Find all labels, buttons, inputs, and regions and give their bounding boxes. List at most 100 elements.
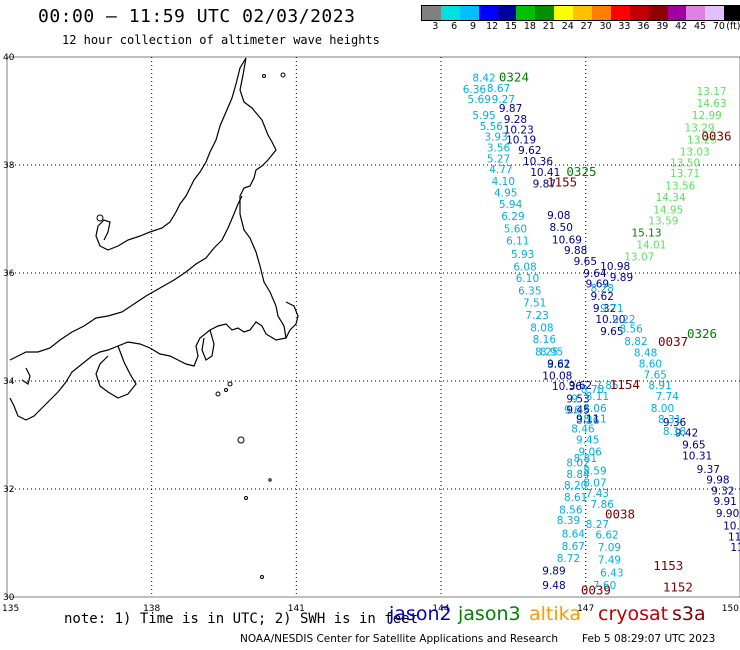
swh-label: 8.39 bbox=[557, 515, 580, 527]
swh-label: 9.88 bbox=[564, 245, 587, 257]
color-scale-label: (ft) bbox=[726, 21, 740, 32]
swh-label: 13.56 bbox=[665, 180, 695, 192]
time-tags: 0324032503260320036115500371154003811530… bbox=[499, 69, 732, 597]
swh-label: 4.77 bbox=[489, 164, 512, 176]
swh-label: 9.87 bbox=[499, 103, 522, 115]
island bbox=[215, 391, 221, 397]
legend-jason3: jason3 bbox=[458, 603, 521, 625]
swh-label: 5.56 bbox=[480, 121, 504, 133]
swh-label: 5.95 bbox=[472, 110, 495, 122]
swh-label: 13.03 bbox=[680, 146, 710, 158]
island bbox=[262, 74, 266, 78]
swh-label: 10.36 bbox=[523, 156, 553, 168]
swh-label: 13.59 bbox=[648, 215, 678, 227]
time-tag: 0039 bbox=[581, 582, 611, 597]
swh-label: 13.71 bbox=[670, 168, 700, 180]
swh-label: 7.09 bbox=[598, 542, 621, 554]
island bbox=[280, 72, 286, 78]
track-jason2-c: 10.989.899.369.429.6510.319.379.989.329.… bbox=[600, 261, 740, 554]
track-jason2-a: 8.428.676.365.69 9.27 5.955.563.933.565.27… bbox=[463, 72, 571, 371]
lat-tick-label: 32 bbox=[3, 485, 14, 495]
swh-label: 8.67 bbox=[562, 541, 585, 553]
swh-label: 10.23 bbox=[504, 125, 534, 137]
swh-label: 8.27 bbox=[586, 519, 609, 531]
swh-label: 8.36 bbox=[576, 415, 600, 427]
swh-label: 8.48 bbox=[634, 348, 657, 360]
lon-tick-label: 150 bbox=[722, 604, 739, 614]
color-scale-swatch bbox=[573, 6, 593, 20]
swh-label: 9.91 bbox=[713, 496, 736, 508]
swh-label: 8.08 bbox=[530, 322, 553, 334]
swh-label: 9.6 bbox=[564, 404, 581, 416]
plot-frame bbox=[6, 56, 740, 598]
swh-label: 6.62 bbox=[595, 530, 618, 542]
coastline bbox=[9, 57, 299, 579]
lat-tick-label: 36 bbox=[3, 269, 15, 279]
swh-label: 9.62 bbox=[518, 145, 541, 157]
color-scale-swatch bbox=[535, 6, 555, 20]
swh-label: 9.64 bbox=[583, 268, 607, 280]
swh-label: 7.49 bbox=[598, 555, 621, 567]
swh-label: 13.50 bbox=[670, 158, 700, 170]
lon-tick-label: 147 bbox=[577, 604, 594, 614]
swh-label: 4.95 bbox=[494, 187, 517, 199]
swh-label: 8.67 bbox=[487, 83, 510, 95]
swh-label: 9. bbox=[571, 394, 581, 406]
swh-label: 10.31 bbox=[682, 450, 712, 462]
swh-label: 9.37 bbox=[697, 464, 720, 476]
swh-label: 11.32 bbox=[728, 531, 740, 543]
color-scale-label: 27 bbox=[580, 21, 593, 32]
coastline-segment bbox=[21, 367, 31, 385]
color-scale-label: 36 bbox=[637, 21, 650, 32]
time-tag: 0036 bbox=[701, 129, 731, 144]
swh-label: 13.07 bbox=[624, 252, 654, 264]
color-scale-swatch bbox=[459, 6, 479, 20]
swh-label: 10.20 bbox=[595, 314, 625, 326]
swh-label: 15.13 bbox=[631, 227, 661, 239]
legend-altika: altika bbox=[529, 603, 581, 625]
coastline-segment bbox=[201, 329, 215, 361]
swh-label: 4.10 bbox=[492, 176, 515, 188]
swh-label: 8.00 bbox=[651, 403, 674, 415]
track-jason2-b: 9.879.2810.2310.199.6210.3610.419.879.08… bbox=[499, 103, 626, 406]
legend-jason2: jason2 bbox=[389, 603, 452, 625]
lon-tick-label: 141 bbox=[288, 604, 305, 614]
lat-tick-label: 34 bbox=[3, 377, 15, 387]
swh-label: 7.51 bbox=[523, 297, 546, 309]
swh-label: 8.46 bbox=[571, 423, 595, 435]
swh-label: 8.50 bbox=[550, 222, 573, 234]
island bbox=[224, 388, 228, 392]
swh-label: 10.36 bbox=[552, 381, 582, 393]
page-subtitle: 12 hour collection of altimeter wave hei… bbox=[62, 33, 380, 47]
swh-label: 10.69 bbox=[552, 234, 582, 246]
swh-label: 6.11 bbox=[506, 235, 529, 247]
color-scale-swatch bbox=[648, 6, 668, 20]
swh-label: 14.63 bbox=[697, 98, 727, 110]
island bbox=[260, 575, 264, 579]
legend-s3a: s3a bbox=[672, 603, 706, 625]
time-tag: 0038 bbox=[605, 507, 635, 522]
time-tag: 1154 bbox=[610, 377, 640, 392]
swh-label: 6.10 bbox=[516, 273, 539, 285]
swh-label: 6.35 bbox=[518, 286, 541, 298]
swh-label: 6.29 bbox=[501, 211, 524, 223]
swh-label: 8.31 bbox=[658, 414, 681, 426]
swh-label: 9.98 bbox=[706, 475, 729, 487]
swh-label: 8.84 bbox=[566, 469, 590, 481]
swh-label: 14.95 bbox=[653, 205, 683, 217]
track-altika-a: 8.289.719.228.568.828.488.607.658.917.74… bbox=[557, 283, 686, 592]
swh-label: 8.02 bbox=[566, 457, 589, 469]
swh-label: 9.32 bbox=[593, 303, 616, 315]
swh-label: 11.2 bbox=[730, 542, 740, 554]
swh-label: 5.94 bbox=[499, 199, 523, 211]
island bbox=[96, 214, 104, 222]
color-scale-swatch bbox=[497, 6, 517, 20]
lat-tick-label: 40 bbox=[3, 53, 15, 63]
swh-label: 9.42 bbox=[675, 428, 698, 440]
color-scale-label: 18 bbox=[523, 21, 536, 32]
swh-label: 8.20 bbox=[564, 480, 587, 492]
swh-label: 7.86 bbox=[591, 499, 615, 511]
swh-label: 8.56 bbox=[559, 504, 583, 516]
